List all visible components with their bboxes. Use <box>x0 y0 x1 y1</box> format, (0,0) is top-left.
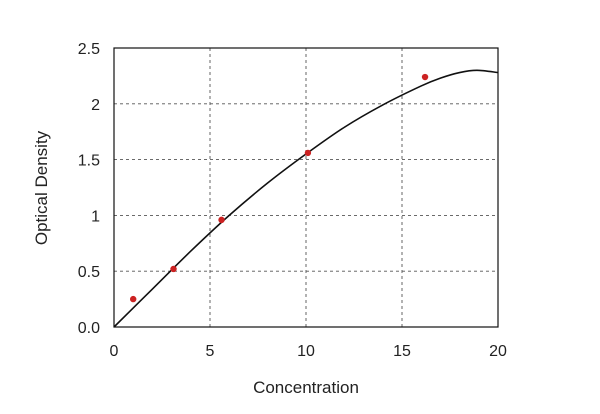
x-tick-label: 5 <box>206 343 215 360</box>
x-tick-label: 15 <box>393 343 411 360</box>
plot-frame <box>113 47 499 328</box>
x-tick-label: 20 <box>489 343 507 360</box>
data-point <box>421 73 429 81</box>
x-axis-ticks: 0 5 10 15 20 <box>110 343 507 360</box>
x-tick-label: 0 <box>110 343 119 360</box>
y-axis-label: Optical Density <box>32 130 51 245</box>
y-tick-label: 0.5 <box>78 264 100 281</box>
data-points <box>130 73 429 303</box>
x-tick-label: 10 <box>297 343 315 360</box>
y-tick-label: 1 <box>91 208 100 225</box>
y-axis-ticks: 0.0 0.5 1 1.5 2 2.5 <box>78 41 100 337</box>
y-tick-label: 2.5 <box>78 41 100 58</box>
y-tick-label: 1.5 <box>78 153 100 170</box>
fit-curve <box>113 69 499 328</box>
data-point <box>304 149 312 157</box>
data-point <box>218 216 225 224</box>
data-point <box>130 295 137 303</box>
data-point <box>170 265 177 273</box>
grid-lines <box>114 48 498 327</box>
x-axis-label: Concentration <box>253 378 359 397</box>
y-tick-label: 2 <box>91 97 100 114</box>
y-tick-label: 0.0 <box>78 320 100 337</box>
